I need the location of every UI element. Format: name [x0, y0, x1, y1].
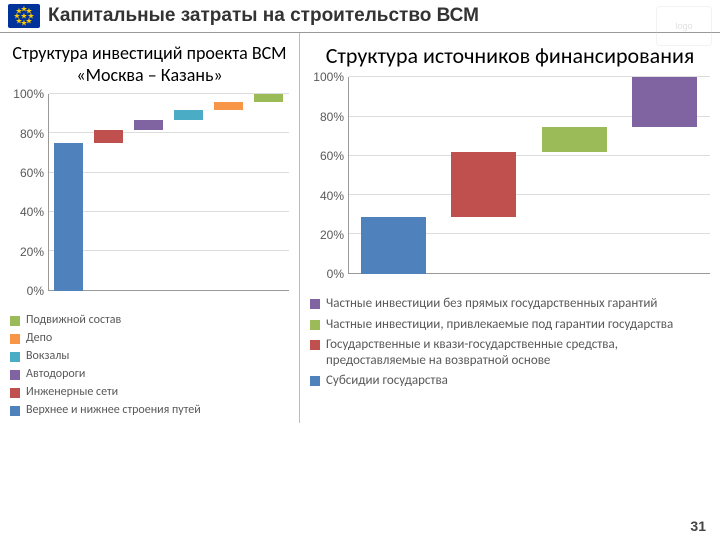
left-bars: [48, 94, 289, 291]
y-tick: 40%: [20, 205, 44, 219]
legend-item: Автодороги: [10, 367, 289, 382]
y-tick: 80%: [320, 110, 344, 124]
right-chart: 0%20%40%60%80%100%: [306, 77, 714, 292]
legend-label: Частные инвестиции без прямых государств…: [326, 296, 657, 312]
legend-label: Депо: [26, 331, 52, 346]
legend-label: Государственные и квази-государственные …: [326, 337, 710, 370]
bar: [632, 77, 697, 126]
legend-label: Субсидии государства: [326, 373, 448, 389]
y-tick: 0%: [327, 267, 344, 281]
legend-label: Инженерные сети: [26, 385, 118, 400]
y-tick: 20%: [20, 245, 44, 259]
right-y-axis: 0%20%40%60%80%100%: [306, 77, 346, 274]
bar: [134, 120, 163, 130]
legend-label: Автодороги: [26, 367, 85, 382]
right-legend: Частные инвестиции без прямых государств…: [306, 296, 714, 389]
y-tick: 80%: [20, 127, 44, 141]
legend-item: Инженерные сети: [10, 385, 289, 400]
org-logo-icon: logo: [656, 6, 712, 46]
page-number: 31: [690, 518, 706, 534]
legend-item: Вокзалы: [10, 349, 289, 364]
legend-swatch: [310, 340, 320, 350]
left-y-axis: 0%20%40%60%80%100%: [6, 94, 46, 291]
legend-swatch: [10, 370, 20, 380]
bar: [54, 143, 83, 291]
bar: [214, 102, 243, 110]
legend-label: Верхнее и нижнее строения путей: [26, 403, 201, 418]
left-legend: Подвижной состав Депо Вокзалы Автодороги Инж…: [6, 313, 293, 418]
left-panel: Структура инвестиций проекта ВСМ «Москва…: [0, 33, 300, 423]
y-tick: 60%: [20, 166, 44, 180]
legend-item: Верхнее и нижнее строения путей: [10, 403, 289, 418]
y-tick: 100%: [13, 87, 44, 101]
bar: [254, 94, 283, 102]
left-subtitle: Структура инвестиций проекта ВСМ «Москва…: [8, 43, 291, 86]
legend-label: Вокзалы: [26, 349, 69, 364]
legend-item: Частные инвестиции, привлекаемые под гар…: [310, 317, 710, 333]
legend-swatch: [10, 334, 20, 344]
legend-swatch: [310, 320, 320, 330]
header: Капитальные затраты на строительство ВСМ…: [0, 0, 720, 33]
legend-swatch: [10, 388, 20, 398]
y-tick: 20%: [320, 228, 344, 242]
legend-item: Депо: [10, 331, 289, 346]
right-subtitle: Структура источников финансирования: [308, 43, 712, 69]
legend-swatch: [10, 352, 20, 362]
page-title: Капитальные затраты на строительство ВСМ: [48, 5, 479, 27]
content: Структура инвестиций проекта ВСМ «Москва…: [0, 33, 720, 423]
bar: [451, 152, 516, 217]
legend-swatch: [310, 376, 320, 386]
right-bars: [348, 77, 710, 274]
left-chart: 0%20%40%60%80%100%: [6, 94, 293, 309]
right-panel: Структура источников финансирования 0% 20…: [300, 33, 720, 423]
y-tick: 40%: [320, 189, 344, 203]
y-tick: 100%: [313, 70, 344, 84]
legend-swatch: [310, 299, 320, 309]
legend-swatch: [10, 316, 20, 326]
legend-swatch: [10, 406, 20, 416]
y-tick: 0%: [27, 284, 44, 298]
legend-item: Субсидии государства: [310, 373, 710, 389]
bar: [94, 130, 123, 144]
legend-label: Подвижной состав: [26, 313, 121, 328]
bar: [542, 127, 607, 153]
bar: [361, 217, 426, 274]
legend-item: Государственные и квази-государственные …: [310, 337, 710, 370]
legend-label: Частные инвестиции, привлекаемые под гар…: [326, 317, 673, 333]
eu-flag-icon: [8, 4, 40, 28]
legend-item: Подвижной состав: [10, 313, 289, 328]
y-tick: 60%: [320, 149, 344, 163]
bar: [174, 110, 203, 120]
legend-item: Частные инвестиции без прямых государств…: [310, 296, 710, 312]
